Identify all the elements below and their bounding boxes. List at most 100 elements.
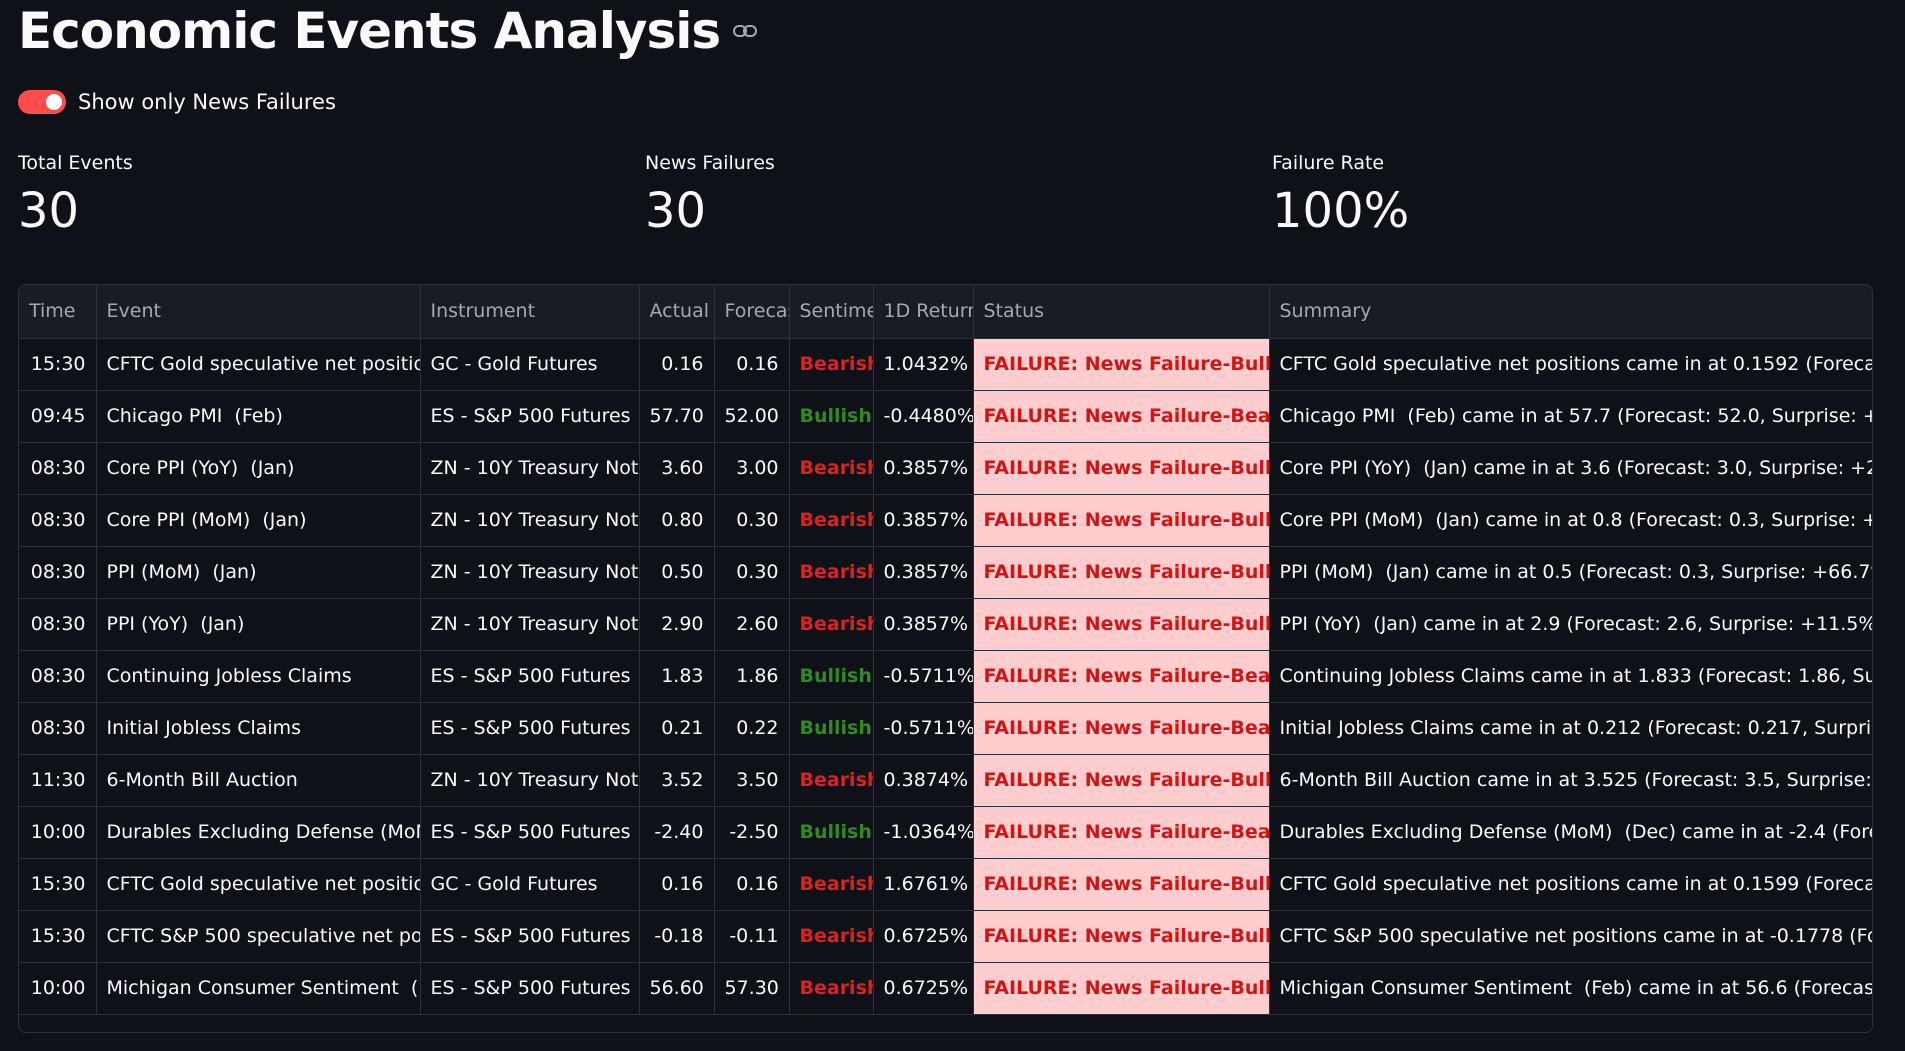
table-row: 15:30 CFTC S&P 500 speculative net positi… bbox=[19, 910, 1872, 963]
table-cell: 3.60 bbox=[639, 442, 715, 495]
table-cell: Bearish bbox=[789, 442, 874, 495]
table-cell: FAILURE: News Failure-Bearish bbox=[973, 806, 1270, 859]
table-cell: 57.30 bbox=[714, 962, 790, 1015]
table-cell: Michigan Consumer Sentiment (Feb bbox=[96, 962, 421, 1015]
metric-value: 30 bbox=[645, 183, 707, 239]
column-header: Sentime bbox=[789, 285, 874, 339]
table-cell: Bearish bbox=[789, 494, 874, 547]
table-cell: 0.50 bbox=[639, 546, 715, 599]
column-header: 1D Return bbox=[873, 285, 974, 339]
table-cell: Michigan Consumer Sentiment (Feb) came i… bbox=[1269, 962, 1872, 1015]
metric: Failure Rate 100% bbox=[1272, 150, 1409, 246]
table-cell: 0.22 bbox=[714, 702, 790, 755]
table-cell: 2.60 bbox=[714, 598, 790, 651]
table-cell: CFTC Gold speculative net positions bbox=[96, 338, 421, 391]
table-cell: 1.83 bbox=[639, 650, 715, 703]
table-cell: Initial Jobless Claims bbox=[96, 702, 421, 755]
table-row: 10:00 Michigan Consumer Sentiment (Feb ES … bbox=[19, 962, 1872, 1015]
table-cell: ES - S&P 500 Futures bbox=[420, 702, 640, 755]
column-header: Summary bbox=[1269, 285, 1872, 339]
table-cell: PPI (YoY) (Jan) came in at 2.9 (Forecast… bbox=[1269, 598, 1872, 651]
metric-label: Total Events bbox=[18, 152, 133, 174]
title-text: Economic Events Analysis bbox=[18, 2, 721, 60]
table-cell: GC - Gold Futures bbox=[420, 338, 640, 391]
table-cell: -2.40 bbox=[639, 806, 715, 859]
table-row: 08:30 Continuing Jobless Claims ES - S&P 5… bbox=[19, 650, 1872, 703]
column-header: Instrument bbox=[420, 285, 640, 339]
table-cell: 10:00 bbox=[19, 806, 97, 859]
table-cell: 0.3874% bbox=[873, 754, 974, 807]
table-cell: Core PPI (YoY) (Jan) bbox=[96, 442, 421, 495]
table-cell: ZN - 10Y Treasury Note bbox=[420, 598, 640, 651]
toggle-label[interactable]: Show only News Failures bbox=[78, 90, 336, 114]
table-cell: Bullish bbox=[789, 806, 874, 859]
table-cell: 0.30 bbox=[714, 546, 790, 599]
column-header: Event bbox=[96, 285, 421, 339]
table-cell: Bearish bbox=[789, 962, 874, 1015]
toggle-switch[interactable] bbox=[18, 90, 66, 114]
table-cell: ZN - 10Y Treasury Note bbox=[420, 494, 640, 547]
metric: News Failures 30 bbox=[645, 150, 775, 246]
table-cell: 08:30 bbox=[19, 442, 97, 495]
table-cell: ZN - 10Y Treasury Note bbox=[420, 442, 640, 495]
table-cell: Chicago PMI (Feb) came in at 57.7 (Forec… bbox=[1269, 390, 1872, 443]
table-cell: FAILURE: News Failure-Bullish bbox=[973, 754, 1270, 807]
table-cell: PPI (MoM) (Jan) came in at 0.5 (Forecast… bbox=[1269, 546, 1872, 599]
table-cell: 15:30 bbox=[19, 858, 97, 911]
table-cell: Core PPI (MoM) (Jan) bbox=[96, 494, 421, 547]
table-cell: -0.5711% bbox=[873, 650, 974, 703]
toggle-knob bbox=[46, 94, 62, 110]
column-header: Time bbox=[19, 285, 97, 339]
table-cell: Durables Excluding Defense (MoM) ( bbox=[96, 806, 421, 859]
table-cell: Core PPI (YoY) (Jan) came in at 3.6 (For… bbox=[1269, 442, 1872, 495]
toggle-row[interactable]: Show only News Failures bbox=[18, 90, 336, 114]
table-cell: CFTC Gold speculative net positions bbox=[96, 858, 421, 911]
table-cell: ZN - 10Y Treasury Note bbox=[420, 754, 640, 807]
table-cell: 6-Month Bill Auction came in at 3.525 (F… bbox=[1269, 754, 1872, 807]
table-cell: Bullish bbox=[789, 702, 874, 755]
table-cell: -0.4480% bbox=[873, 390, 974, 443]
table-cell: GC - Gold Futures bbox=[420, 858, 640, 911]
table-cell: 0.16 bbox=[714, 338, 790, 391]
table-cell: Durables Excluding Defense (MoM) (Dec) c… bbox=[1269, 806, 1872, 859]
column-header: Forecas bbox=[714, 285, 790, 339]
table-cell: Continuing Jobless Claims bbox=[96, 650, 421, 703]
header-row: TimeEventInstrumentActualForecasSentime1… bbox=[19, 285, 1872, 339]
table-cell: Bearish bbox=[789, 858, 874, 911]
table-cell: 1.0432% bbox=[873, 338, 974, 391]
table-cell: CFTC S&P 500 speculative net positions c… bbox=[1269, 910, 1872, 963]
table-cell: 08:30 bbox=[19, 598, 97, 651]
table-cell: FAILURE: News Failure-Bearish bbox=[973, 650, 1270, 703]
table-cell: Chicago PMI (Feb) bbox=[96, 390, 421, 443]
table-cell: 1.6761% bbox=[873, 858, 974, 911]
table-cell: 3.50 bbox=[714, 754, 790, 807]
table-cell: 56.60 bbox=[639, 962, 715, 1015]
table-cell: 0.80 bbox=[639, 494, 715, 547]
table-cell: 15:30 bbox=[19, 338, 97, 391]
table-row: 08:30 PPI (MoM) (Jan) ZN - 10Y Treasury No… bbox=[19, 546, 1872, 599]
table-cell: CFTC S&P 500 speculative net positi bbox=[96, 910, 421, 963]
table-row: 08:30 Initial Jobless Claims ES - S&P 500 … bbox=[19, 702, 1872, 755]
table-cell: FAILURE: News Failure-Bullish bbox=[973, 598, 1270, 651]
table-cell: 08:30 bbox=[19, 494, 97, 547]
table-cell: 08:30 bbox=[19, 702, 97, 755]
table-cell: Core PPI (MoM) (Jan) came in at 0.8 (For… bbox=[1269, 494, 1872, 547]
metric-value: 100% bbox=[1272, 183, 1410, 239]
table-row: 11:30 6-Month Bill Auction ZN - 10Y Treasu… bbox=[19, 754, 1872, 807]
table-cell: 0.16 bbox=[714, 858, 790, 911]
table-cell: 0.6725% bbox=[873, 962, 974, 1015]
table-cell: Initial Jobless Claims came in at 0.212 … bbox=[1269, 702, 1872, 755]
link-icon[interactable] bbox=[732, 24, 758, 38]
table-cell: FAILURE: News Failure-Bullish bbox=[973, 962, 1270, 1015]
table-cell: 0.3857% bbox=[873, 546, 974, 599]
table-cell: 0.16 bbox=[639, 858, 715, 911]
table-cell: ES - S&P 500 Futures bbox=[420, 962, 640, 1015]
table-cell: 0.6725% bbox=[873, 910, 974, 963]
table-cell: ES - S&P 500 Futures bbox=[420, 650, 640, 703]
table-cell: FAILURE: News Failure-Bullish bbox=[973, 494, 1270, 547]
table-cell: FAILURE: News Failure-Bearish bbox=[973, 702, 1270, 755]
table-cell: -0.5711% bbox=[873, 702, 974, 755]
column-header: Actual bbox=[639, 285, 715, 339]
table-cell: FAILURE: News Failure-Bearish bbox=[973, 390, 1270, 443]
table-cell: ES - S&P 500 Futures bbox=[420, 390, 640, 443]
